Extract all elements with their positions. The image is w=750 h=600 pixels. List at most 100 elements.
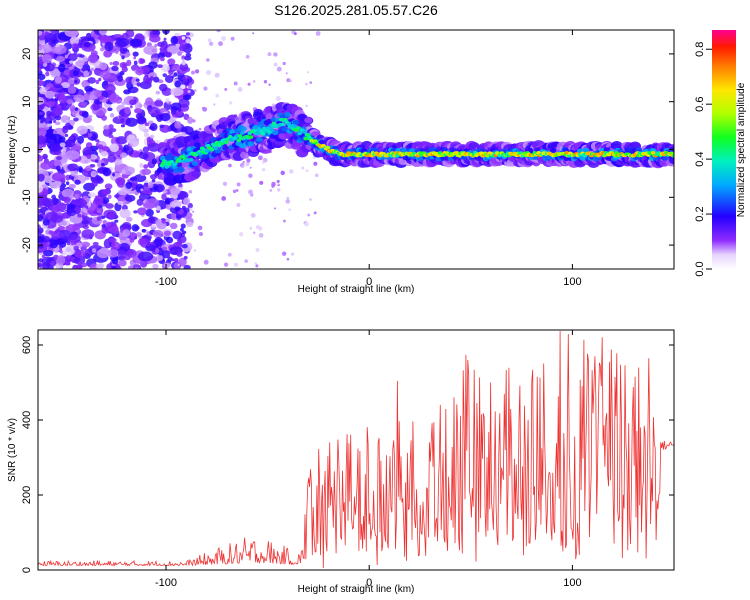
spectrogram-noise-cell	[109, 113, 115, 118]
spectrogram-noise-cell	[73, 206, 81, 213]
spectrogram-noise-cell	[90, 50, 98, 57]
spectrogram-noise-cell	[129, 105, 133, 109]
spectrogram-ridge-cell	[164, 165, 170, 169]
spectrogram-noise-cell	[304, 221, 309, 227]
spectrogram-noise-cell	[223, 262, 229, 267]
spectrogram-noise-cell	[64, 30, 79, 38]
spectrogram-noise-cell	[157, 64, 163, 69]
spectrogram-noise-cell	[140, 188, 144, 192]
spectrogram-noise-cell	[94, 195, 100, 199]
spectrogram-noise-cell	[121, 221, 132, 230]
spectrogram-noise-cell	[135, 232, 142, 237]
spectrogram-noise-cell	[148, 215, 155, 224]
spectrogram-noise-cell	[288, 79, 292, 83]
spectrogram-noise-cell	[96, 209, 102, 214]
spectrogram-noise-cell	[144, 179, 149, 184]
spectrogram-noise-cell	[170, 87, 184, 97]
spectrogram-noise-cell	[247, 82, 251, 86]
spectrogram-noise-cell	[187, 89, 191, 94]
spectrogram-noise-cell	[38, 155, 42, 160]
spectrogram-y-tick-label: 0	[21, 146, 33, 152]
spectrogram-noise-cell	[44, 126, 50, 130]
spectrogram-noise-cell	[45, 71, 50, 77]
spectrogram-noise-cell	[176, 241, 183, 246]
spectrogram-noise-cell	[215, 93, 220, 98]
spectrogram-noise-cell	[147, 181, 154, 189]
spectrogram-noise-cell	[301, 166, 305, 170]
spectrogram-noise-cell	[155, 248, 160, 254]
spectrogram-y-tick-label: -20	[21, 237, 33, 253]
spectrogram-noise-cell	[101, 196, 110, 204]
spectrogram-noise-cell	[49, 86, 58, 93]
spectrogram-noise-cell	[169, 200, 182, 209]
spectrogram-noise-cell	[124, 194, 136, 202]
spectrogram-noise-cell	[75, 60, 85, 68]
spectrogram-noise-cell	[139, 58, 146, 64]
spectrogram-noise-cell	[116, 178, 125, 188]
spectrogram-ridge-cell	[325, 145, 331, 150]
spectrogram-noise-cell	[155, 90, 161, 95]
spectrogram-noise-cell	[206, 70, 212, 76]
spectrogram-noise-cell	[121, 66, 128, 73]
spectrogram-noise-cell	[40, 161, 53, 170]
spectrogram-noise-cell	[52, 39, 59, 44]
spectrogram-noise-cell	[309, 81, 313, 84]
spectrogram-noise-cell	[182, 94, 192, 101]
spectrogram-noise-cell	[182, 76, 187, 81]
spectrogram-noise-cell	[118, 115, 123, 120]
spectrogram-ridge-cell	[284, 112, 291, 118]
spectrogram-ridge-cell	[260, 132, 266, 136]
spectrogram-ridge-cell	[248, 135, 254, 139]
spectrogram-ridge-cell	[297, 131, 303, 136]
spectrogram-noise-cell	[133, 107, 143, 114]
spectrogram-noise-cell	[133, 210, 138, 214]
spectrogram-noise-cell	[60, 183, 67, 188]
spectrogram-noise-cell	[167, 58, 176, 66]
spectrogram-noise-cell	[85, 205, 89, 209]
spectrogram-noise-cell	[313, 161, 318, 166]
spectrogram-noise-cell	[129, 177, 136, 182]
spectrogram-ridge-cell	[265, 126, 271, 131]
spectrogram-noise-cell	[70, 240, 77, 246]
spectrogram-ridge-cell	[209, 147, 215, 152]
spectrogram-noise-cell	[89, 154, 98, 160]
spectrogram-noise-cell	[73, 249, 86, 258]
spectrogram-noise-cell	[145, 30, 150, 34]
spectrogram-noise-cell	[146, 242, 151, 247]
colorbar-tick-label: 0.8	[694, 42, 706, 57]
spectrogram-ridge-cell	[318, 139, 325, 145]
spectrogram-noise-cell	[259, 180, 264, 185]
spectrogram-noise-cell	[155, 109, 159, 114]
spectrogram-noise-cell	[307, 213, 311, 217]
spectrogram-noise-cell	[291, 252, 295, 256]
spectrogram-noise-cell	[63, 196, 71, 204]
spectrogram-noise-cell	[131, 224, 140, 232]
spectrogram-noise-cell	[87, 54, 99, 64]
spectrogram-noise-cell	[88, 95, 94, 101]
spectrogram-noise-cell	[158, 83, 168, 92]
spectrogram-noise-cell	[305, 82, 308, 86]
spectrogram-noise-cell	[91, 248, 97, 253]
spectrogram-noise-cell	[67, 233, 81, 243]
spectrogram-noise-cell	[178, 183, 183, 189]
spectrogram-noise-cell	[64, 260, 71, 266]
spectrogram-noise-cell	[86, 154, 92, 159]
spectrogram-noise-cell	[72, 265, 77, 269]
spectrogram-noise-cell	[124, 106, 131, 115]
spectrogram-noise-cell	[174, 121, 182, 129]
colorbar-gradient	[712, 30, 736, 269]
spectrogram-noise-cell	[148, 61, 158, 69]
spectrogram-noise-cell	[39, 111, 43, 116]
spectrogram-noise-cell	[179, 227, 184, 232]
spectrogram-noise-cell	[141, 228, 146, 233]
spectrogram-noise-cell	[171, 64, 181, 71]
spectrogram-noise-cell	[170, 35, 179, 45]
spectrogram-y-axis-label: Frequency (Hz)	[7, 116, 18, 185]
spectrogram-noise-cell	[71, 199, 76, 203]
spectrogram-noise-cell	[38, 183, 44, 194]
spectrogram-noise-cell	[258, 226, 263, 231]
spectrogram-noise-cell	[154, 236, 163, 247]
snr-y-tick-label: 0	[21, 567, 33, 573]
spectrogram-noise-cell	[110, 241, 121, 250]
